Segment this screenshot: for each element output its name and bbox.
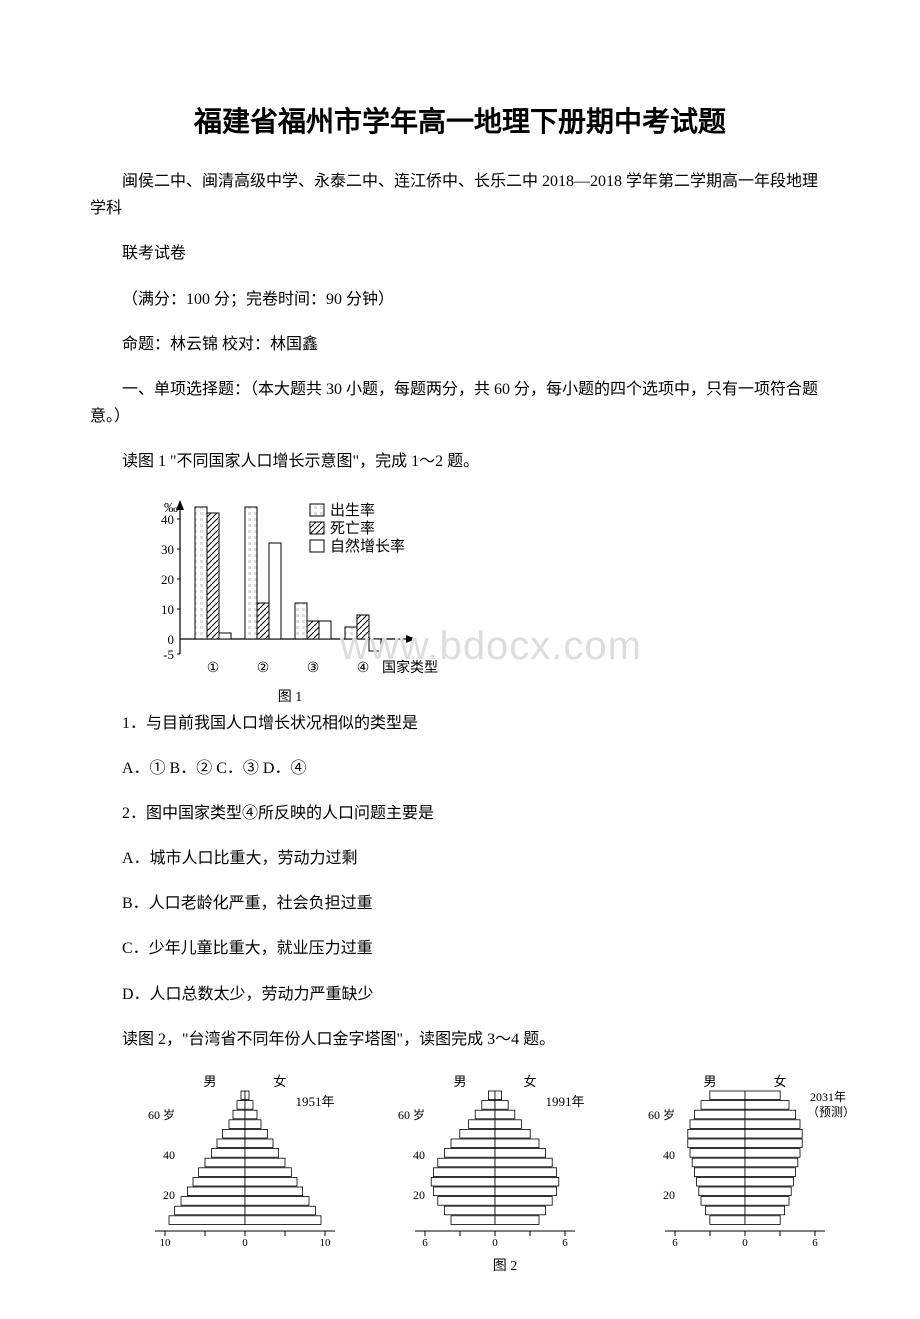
svg-text:6: 6 xyxy=(672,1237,678,1249)
svg-text:（预测）: （预测） xyxy=(807,1105,855,1119)
chart-1-svg: ‰ 40 30 20 10 0 -5 xyxy=(140,494,440,684)
ytick-n5: -5 xyxy=(163,647,174,662)
svg-text:0: 0 xyxy=(492,1237,498,1249)
svg-text:60 岁: 60 岁 xyxy=(398,1107,425,1122)
p2-female: 女 xyxy=(523,1074,536,1089)
p2-male: 男 xyxy=(453,1074,466,1089)
bar-group-2 xyxy=(245,507,281,639)
svg-text:40: 40 xyxy=(663,1148,675,1162)
svg-text:6: 6 xyxy=(562,1237,568,1249)
svg-text:20: 20 xyxy=(163,1188,175,1202)
fig1-lead: 读图 1 "不同国家人口增长示意图"，完成 1～2 题。 xyxy=(90,448,830,475)
x-title: 国家类型 xyxy=(382,659,438,676)
svg-text:10: 10 xyxy=(320,1237,332,1249)
pyramid-1951: 男 女 1951年 60 岁 40 20 10 xyxy=(148,1074,335,1249)
figure-2: 男 女 1951年 60 岁 40 20 10 xyxy=(135,1071,830,1275)
ytick-40: 40 xyxy=(161,512,174,527)
q2-c: C．少年儿童比重大，就业压力过重 xyxy=(90,935,830,962)
p3-female: 女 xyxy=(773,1074,786,1089)
q2: 2．图中国家类型④所反映的人口问题主要是 xyxy=(90,800,830,827)
page-title: 福建省福州市学年高一地理下册期中考试题 xyxy=(90,100,830,140)
svg-text:20: 20 xyxy=(413,1188,425,1202)
svg-text:40: 40 xyxy=(163,1148,175,1162)
bar-group-4 xyxy=(345,615,381,651)
figure-1-caption: 图 1 xyxy=(140,686,440,706)
p3-male: 男 xyxy=(703,1074,716,1089)
exam-info: （满分：100 分；完卷时间：90 分钟） xyxy=(90,286,830,313)
ytick-30: 30 xyxy=(161,542,174,557)
svg-text:6: 6 xyxy=(812,1237,818,1249)
q1-options: A．① B．② C．③ D．④ xyxy=(90,755,830,782)
fig2-lead: 读图 2，"台湾省不同年份人口金字塔图"，读图完成 3～4 题。 xyxy=(90,1026,830,1053)
xlabel-2: ② xyxy=(257,661,270,676)
svg-text:6: 6 xyxy=(422,1237,428,1249)
ytick-20: 20 xyxy=(161,572,174,587)
svg-text:0: 0 xyxy=(242,1237,248,1249)
xlabel-1: ① xyxy=(207,661,220,676)
author-info: 命题：林云锦 校对：林国鑫 xyxy=(90,331,830,358)
p3-year: 2031年 xyxy=(810,1090,846,1104)
p1-male: 男 xyxy=(203,1074,216,1089)
svg-text:60 岁: 60 岁 xyxy=(648,1107,675,1122)
legend-death: 死亡率 xyxy=(330,520,375,537)
pyramid-2031: 男 女 2031年 （预测） 60 岁 40 20 6 xyxy=(648,1074,855,1249)
q1: 1．与目前我国人口增长状况相似的类型是 xyxy=(90,710,830,737)
legend-birth: 出生率 xyxy=(330,502,375,519)
ytick-10: 10 xyxy=(161,602,174,617)
svg-text:10: 10 xyxy=(160,1237,172,1249)
q2-a: A．城市人口比重大，劳动力过剩 xyxy=(90,845,830,872)
intro-2: 联考试卷 xyxy=(90,240,830,267)
figure-2-caption: 图 2 xyxy=(135,1255,875,1275)
intro-1: 闽侯二中、闽清高级中学、永泰二中、连江侨中、长乐二中 2018—2018 学年第… xyxy=(90,168,830,222)
q2-b: B．人口老龄化严重，社会负担过重 xyxy=(90,890,830,917)
xlabel-3: ③ xyxy=(307,661,320,676)
bar-group-1 xyxy=(195,507,231,639)
svg-text:60 岁: 60 岁 xyxy=(148,1107,175,1122)
q2-d: D．人口总数太少，劳动力严重缺少 xyxy=(90,981,830,1008)
legend-natural: 自然增长率 xyxy=(330,538,405,555)
figure-1: www.bdocx.com ‰ 40 30 20 10 0 xyxy=(140,494,830,706)
p1-year: 1951年 xyxy=(295,1094,334,1109)
svg-text:0: 0 xyxy=(742,1237,748,1249)
ytick-0: 0 xyxy=(168,632,175,647)
pyramid-1991: 男 女 1991年 60 岁 40 20 6 0 6 xyxy=(398,1074,585,1249)
p2-year: 1991年 xyxy=(545,1094,584,1109)
p1-female: 女 xyxy=(273,1074,286,1089)
xlabel-4: ④ xyxy=(357,661,370,676)
pyramids-svg: 男 女 1951年 60 岁 40 20 10 xyxy=(135,1071,875,1261)
svg-text:20: 20 xyxy=(663,1188,675,1202)
section-1-heading: 一、单项选择题：（本大题共 30 小题，每题两分，共 60 分，每小题的四个选项… xyxy=(90,376,830,430)
svg-text:40: 40 xyxy=(413,1148,425,1162)
bar-group-3 xyxy=(295,603,331,639)
